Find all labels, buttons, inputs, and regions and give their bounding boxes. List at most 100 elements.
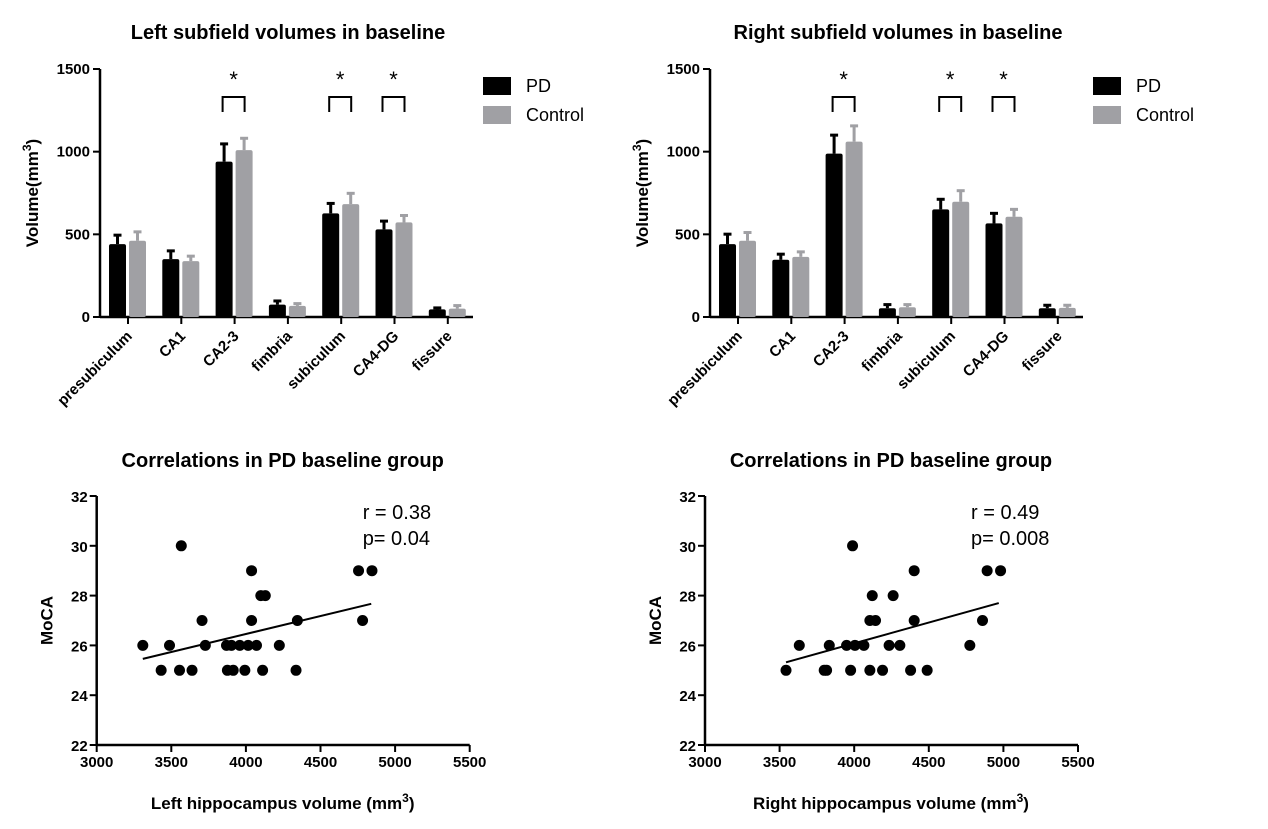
- data-point: [864, 664, 876, 676]
- bar-chart-right: Right subfield volumes in baseline 0 500 10…: [630, 22, 1194, 409]
- scatter-chart-left: Correlations in PD baseline group 22 24 26 2…: [38, 450, 487, 813]
- x-tick-label: CA4-DG: [960, 328, 1013, 381]
- data-point: [259, 590, 271, 602]
- y-axis-label-main: Volume(mm: [23, 151, 42, 247]
- data-point: [995, 565, 1007, 577]
- y-tick-label: 26: [679, 638, 696, 655]
- significance-bracket: [831, 96, 856, 112]
- y-tick-label: 0: [692, 309, 700, 326]
- bar-pd: [1038, 308, 1056, 317]
- y-tick-label: 28: [71, 589, 88, 606]
- data-point: [823, 639, 835, 651]
- bar-control: [1058, 307, 1076, 317]
- significance-bracket: [381, 96, 406, 112]
- bar-control: [235, 150, 253, 317]
- bar-pd: [825, 153, 843, 317]
- bar-control: [739, 240, 756, 317]
- significance-star: *: [839, 67, 848, 92]
- stat-annotation: r = 0.38: [363, 502, 431, 524]
- bar-pd: [985, 223, 1003, 317]
- y-tick-label: 28: [679, 589, 696, 606]
- data-point: [196, 615, 208, 626]
- x-tick-label: 4500: [912, 754, 945, 771]
- x-axis-label-main: Left hippocampus volume (mm: [151, 794, 402, 813]
- legend-swatch-control: [1093, 106, 1121, 124]
- data-point: [242, 639, 254, 651]
- x-tick-label: CA2-3: [200, 328, 243, 371]
- y-tick-label: 0: [82, 309, 90, 326]
- x-tick-label: fimbria: [248, 327, 296, 375]
- y-axis-label-main: Volume(mm: [633, 151, 652, 247]
- bar-control: [342, 204, 360, 317]
- x-tick-label: 5000: [378, 754, 411, 771]
- bar-pd: [878, 308, 896, 317]
- data-point: [239, 664, 251, 676]
- bar-pd: [268, 304, 286, 317]
- data-point: [137, 639, 149, 651]
- x-tick-label: presubiculum: [54, 328, 136, 410]
- x-tick-label: subiculum: [894, 328, 959, 393]
- legend-label: PD: [526, 76, 551, 96]
- data-point: [793, 639, 805, 651]
- x-tick-label: 4500: [304, 754, 337, 771]
- x-tick-label: presubiculum: [664, 328, 746, 410]
- y-tick-label: 24: [71, 688, 88, 705]
- significance-star: *: [229, 67, 238, 92]
- data-point: [780, 664, 792, 676]
- data-point: [357, 615, 369, 626]
- bar-pd: [428, 309, 446, 317]
- data-point: [887, 590, 899, 602]
- bar-control: [448, 308, 466, 317]
- data-point: [894, 639, 906, 651]
- y-tick-label: 500: [675, 226, 700, 243]
- x-tick-label: fissure: [409, 328, 456, 375]
- chart-title: Left subfield volumes in baseline: [131, 22, 446, 44]
- bar-pd: [375, 229, 393, 317]
- bar-pd: [109, 244, 126, 317]
- data-point: [877, 664, 889, 676]
- y-tick-label: 24: [679, 688, 696, 705]
- data-point: [257, 664, 269, 676]
- x-tick-label: CA1: [766, 328, 799, 361]
- x-tick-label: 3500: [763, 754, 796, 771]
- data-point: [175, 540, 187, 552]
- y-axis-label: Volume(mm3): [20, 139, 42, 247]
- x-tick-label: subiculum: [284, 328, 349, 393]
- significance-bracket: [991, 96, 1016, 112]
- significance-bracket: [938, 96, 963, 112]
- data-point: [821, 664, 833, 676]
- x-axis-label: Right hippocampus volume (mm3): [753, 791, 1029, 813]
- data-point: [250, 639, 262, 651]
- y-tick-label: 30: [71, 539, 88, 556]
- y-axis-label: MoCA: [646, 596, 665, 645]
- bar-control: [395, 222, 413, 317]
- legend-swatch-control: [483, 106, 511, 124]
- x-axis-label: Left hippocampus volume (mm3): [151, 791, 415, 813]
- x-axis-label-main: Right hippocampus volume (mm: [753, 794, 1017, 813]
- data-point: [883, 639, 895, 651]
- data-point: [845, 664, 857, 676]
- bar-pd: [162, 259, 180, 317]
- x-tick-label: 4000: [838, 754, 871, 771]
- significance-star: *: [389, 67, 398, 92]
- y-tick-label: 32: [679, 489, 696, 506]
- bar-pd: [215, 161, 233, 317]
- x-tick-label: 5000: [987, 754, 1020, 771]
- data-point: [225, 639, 237, 651]
- bar-control: [182, 261, 200, 317]
- data-point: [964, 639, 976, 651]
- x-tick-label: 5500: [453, 754, 486, 771]
- bar-control: [288, 305, 306, 317]
- data-point: [227, 664, 239, 676]
- x-tick-label: CA2-3: [810, 328, 853, 371]
- bar-control: [952, 201, 970, 317]
- chart-title: Correlations in PD baseline group: [122, 450, 444, 472]
- bar-control: [898, 307, 916, 317]
- y-axis-label: MoCA: [38, 596, 57, 645]
- bar-pd: [772, 259, 790, 317]
- data-point: [164, 639, 176, 651]
- data-point: [908, 615, 920, 626]
- chart-title: Right subfield volumes in baseline: [734, 22, 1063, 44]
- data-point: [866, 590, 878, 602]
